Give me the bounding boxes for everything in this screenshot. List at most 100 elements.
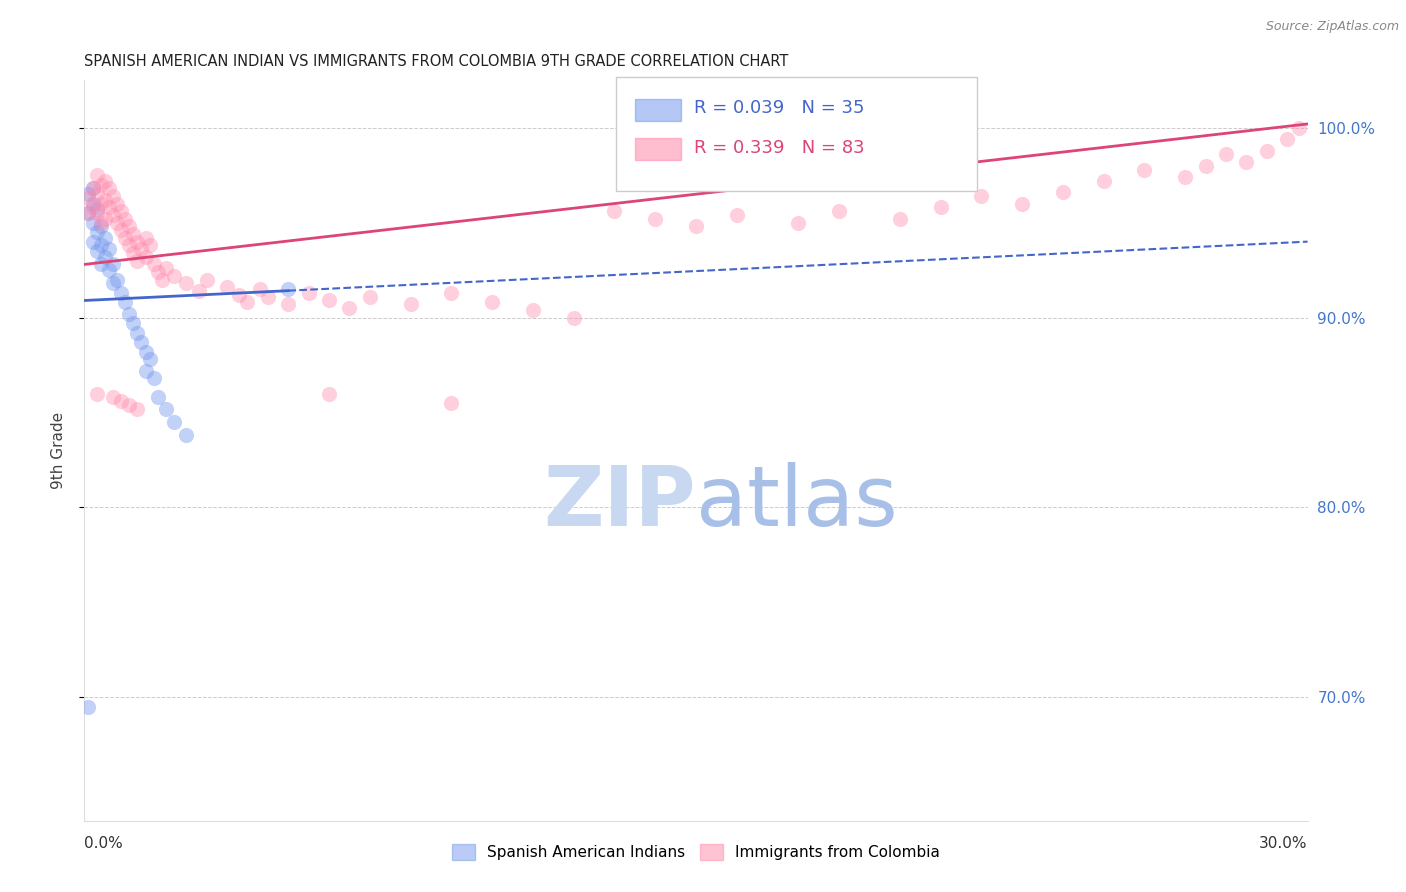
Point bbox=[142, 371, 165, 385]
Point bbox=[318, 386, 340, 401]
Point bbox=[110, 223, 132, 237]
Point bbox=[82, 181, 104, 195]
Point bbox=[90, 196, 112, 211]
Point bbox=[82, 216, 104, 230]
Text: atlas: atlas bbox=[696, 462, 897, 543]
Point bbox=[603, 204, 626, 219]
Point bbox=[105, 216, 128, 230]
Point bbox=[787, 216, 810, 230]
Point bbox=[101, 257, 124, 271]
Point bbox=[150, 272, 173, 286]
Point bbox=[138, 352, 160, 367]
Point bbox=[90, 238, 112, 252]
Point bbox=[97, 263, 120, 277]
Point bbox=[155, 401, 177, 416]
Point bbox=[481, 295, 503, 310]
Point bbox=[105, 196, 128, 211]
Point bbox=[86, 386, 108, 401]
Legend: Spanish American Indians, Immigrants from Colombia: Spanish American Indians, Immigrants fro… bbox=[446, 838, 946, 866]
Point bbox=[195, 272, 218, 286]
Point bbox=[86, 244, 108, 259]
Point bbox=[298, 285, 321, 300]
Point bbox=[1092, 174, 1115, 188]
Point bbox=[86, 202, 108, 217]
FancyBboxPatch shape bbox=[636, 99, 682, 121]
Point bbox=[685, 219, 707, 234]
Point bbox=[77, 699, 100, 714]
Point bbox=[77, 206, 100, 220]
Text: Source: ZipAtlas.com: Source: ZipAtlas.com bbox=[1265, 20, 1399, 33]
Text: R = 0.039   N = 35: R = 0.039 N = 35 bbox=[693, 99, 865, 118]
Point bbox=[127, 401, 149, 416]
Point bbox=[155, 261, 177, 276]
Point bbox=[1052, 186, 1074, 200]
Point bbox=[110, 204, 132, 219]
Text: SPANISH AMERICAN INDIAN VS IMMIGRANTS FROM COLOMBIA 9TH GRADE CORRELATION CHART: SPANISH AMERICAN INDIAN VS IMMIGRANTS FR… bbox=[84, 54, 789, 70]
Point bbox=[142, 257, 165, 271]
Point bbox=[146, 265, 169, 279]
Point bbox=[1133, 162, 1156, 177]
Point bbox=[135, 250, 157, 264]
Point bbox=[77, 206, 100, 220]
Point bbox=[127, 253, 149, 268]
Point bbox=[93, 231, 115, 245]
Point bbox=[163, 415, 186, 429]
Point bbox=[90, 178, 112, 192]
Point bbox=[1174, 170, 1197, 185]
Point bbox=[127, 235, 149, 249]
Point bbox=[1195, 159, 1218, 173]
Point bbox=[562, 310, 585, 325]
Point bbox=[97, 181, 120, 195]
Text: R = 0.339   N = 83: R = 0.339 N = 83 bbox=[693, 139, 865, 157]
Point bbox=[138, 238, 160, 252]
Point bbox=[82, 196, 104, 211]
Point bbox=[277, 297, 299, 311]
Point bbox=[217, 280, 239, 294]
Point bbox=[86, 187, 108, 202]
Point bbox=[118, 238, 141, 252]
Text: ZIP: ZIP bbox=[544, 462, 696, 543]
Point bbox=[105, 272, 128, 286]
Point bbox=[725, 208, 748, 222]
Point bbox=[131, 242, 153, 256]
Point bbox=[93, 174, 115, 188]
Point bbox=[93, 193, 115, 207]
Point bbox=[114, 231, 136, 245]
Point bbox=[114, 295, 136, 310]
Point bbox=[440, 396, 463, 410]
Point bbox=[1256, 144, 1278, 158]
Point bbox=[110, 285, 132, 300]
FancyBboxPatch shape bbox=[636, 138, 682, 161]
Point bbox=[1215, 147, 1237, 161]
Point bbox=[135, 364, 157, 378]
Point bbox=[118, 398, 141, 412]
Point bbox=[187, 284, 209, 298]
Point bbox=[1277, 132, 1299, 146]
Point bbox=[277, 282, 299, 296]
Point bbox=[440, 285, 463, 300]
Text: 0.0%: 0.0% bbox=[84, 836, 124, 851]
Point bbox=[82, 235, 104, 249]
Point bbox=[174, 428, 197, 442]
Point bbox=[93, 250, 115, 264]
Point bbox=[644, 211, 666, 226]
FancyBboxPatch shape bbox=[616, 77, 977, 191]
Point bbox=[163, 268, 186, 283]
Point bbox=[146, 390, 169, 404]
Point bbox=[1288, 120, 1310, 135]
Point bbox=[1011, 196, 1033, 211]
Y-axis label: 9th Grade: 9th Grade bbox=[51, 412, 66, 489]
Point bbox=[249, 282, 271, 296]
Point bbox=[101, 390, 124, 404]
Point bbox=[86, 168, 108, 182]
Point bbox=[522, 303, 544, 318]
Point bbox=[97, 201, 120, 215]
Point bbox=[1236, 155, 1258, 169]
Point bbox=[93, 211, 115, 226]
Point bbox=[236, 295, 259, 310]
Point bbox=[122, 227, 145, 241]
Point bbox=[90, 216, 112, 230]
Point bbox=[228, 287, 250, 301]
Point bbox=[97, 242, 120, 256]
Point bbox=[127, 326, 149, 340]
